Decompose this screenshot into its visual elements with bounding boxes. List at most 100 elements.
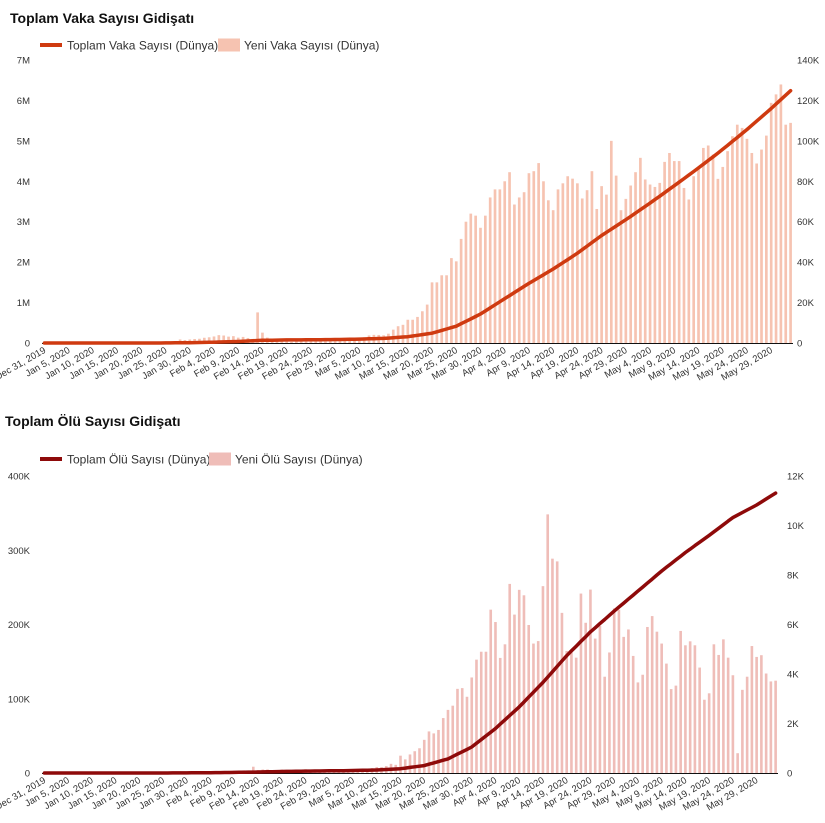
bar-new [348,339,352,343]
bar-new [643,179,647,343]
bar-new [677,161,681,343]
bar-new [451,705,455,773]
bar-new [440,275,444,343]
bar-new [456,688,459,773]
bar-new [605,194,608,343]
bar-new [579,593,583,773]
bar-new [603,676,606,773]
bar-new [406,319,410,343]
legend-line-swatch [40,43,62,47]
y-left-tick-label: 5M [17,136,30,147]
bar-new [750,646,754,773]
bar-new [536,641,540,773]
y-left-tick-label: 4M [17,177,30,188]
bar-new [498,189,502,343]
legend-label-new: Yeni Ölü Sayısı (Dünya) [235,453,363,467]
y-left-tick-label: 0 [25,339,30,350]
y-right-tick-label: 120K [797,96,820,107]
bar-new [508,583,512,773]
bar-new [532,643,535,773]
bar-new [256,312,259,343]
y-right-tick-label: 40K [797,258,815,269]
legend-label-new: Yeni Vaka Sayısı (Dünya) [244,39,379,53]
bar-new [445,275,448,343]
bar-new [769,102,773,344]
bar-new [672,161,676,343]
bar-new [731,675,735,773]
y-right-tick-label: 10K [787,521,805,532]
bar-new [469,213,473,343]
bar-new [707,693,711,773]
bar-new [522,192,526,343]
bar-new [631,655,635,773]
y-right-tick-label: 8K [787,571,799,582]
bar-new [459,238,463,343]
y-left-tick-label: 300K [8,546,31,557]
y-left-tick-label: 100K [8,694,31,705]
legend-bar-swatch [218,38,240,52]
bar-new [503,644,507,773]
bar-new [717,654,720,773]
bar-new [570,652,573,773]
bar-new [508,172,511,343]
bar-new [698,667,701,773]
bar-new [692,176,696,343]
bar-new [716,178,720,343]
bar-new [769,681,773,773]
bar-new [609,140,613,343]
bar-new [612,608,616,773]
bar-new [608,652,611,773]
bar-new [450,258,453,343]
bar-new [589,589,592,773]
bar-new [527,173,531,343]
bar-new [537,163,540,343]
bar-new [629,185,633,343]
bar-new [784,124,788,343]
plot-area: 0 1M 2M 3M 4M 5M 6M 7M 0 20K 40K 60K 80K 100K 120K 140K… [0,56,820,384]
bar-new [712,644,716,773]
bar-new [261,332,264,343]
bar-new [765,135,768,343]
bar-new [721,166,725,343]
bar-new [470,677,474,773]
bar-new [437,729,440,773]
bar-new [460,688,464,773]
bar-new [593,638,597,773]
bar-new [688,641,692,773]
bar-new [706,145,710,343]
bar-new [532,171,536,343]
bar-new [571,178,574,343]
y-left-tick-label: 400K [8,472,31,483]
bar-new [314,341,318,343]
bar-new [517,197,521,343]
bar-new [760,655,763,773]
bar-new [427,731,431,773]
bar-new [736,753,739,773]
bar-new [600,186,603,343]
bar-new [669,689,673,773]
y-left-tick-label: 200K [8,620,31,631]
legend: Toplam Ölü Sayısı (Dünya) Yeni Ölü Sayıs… [40,452,363,467]
line-total [42,88,793,345]
bar-new [617,609,621,773]
legend-bar-swatch [209,452,231,466]
bar-new [251,766,255,773]
bar-new [614,175,618,343]
bar-new [660,643,663,773]
bar-new [513,614,516,773]
bar-new [755,163,758,343]
y-right-tick-label: 140K [797,56,820,67]
line-total [42,491,778,775]
bar-new [702,147,705,343]
bar-new [641,674,644,773]
bar-new [722,639,725,773]
bar-new [639,157,642,343]
bar-new [760,149,763,343]
bar-new [584,622,587,773]
bar-new [542,181,545,343]
chart-title: Toplam Ölü Sayısı Gidişatı [5,413,181,429]
bar-new [435,282,439,343]
bar-new [655,631,659,773]
bar-new [653,186,657,343]
chart-title: Toplam Vaka Sayısı Gidişatı [10,10,194,26]
